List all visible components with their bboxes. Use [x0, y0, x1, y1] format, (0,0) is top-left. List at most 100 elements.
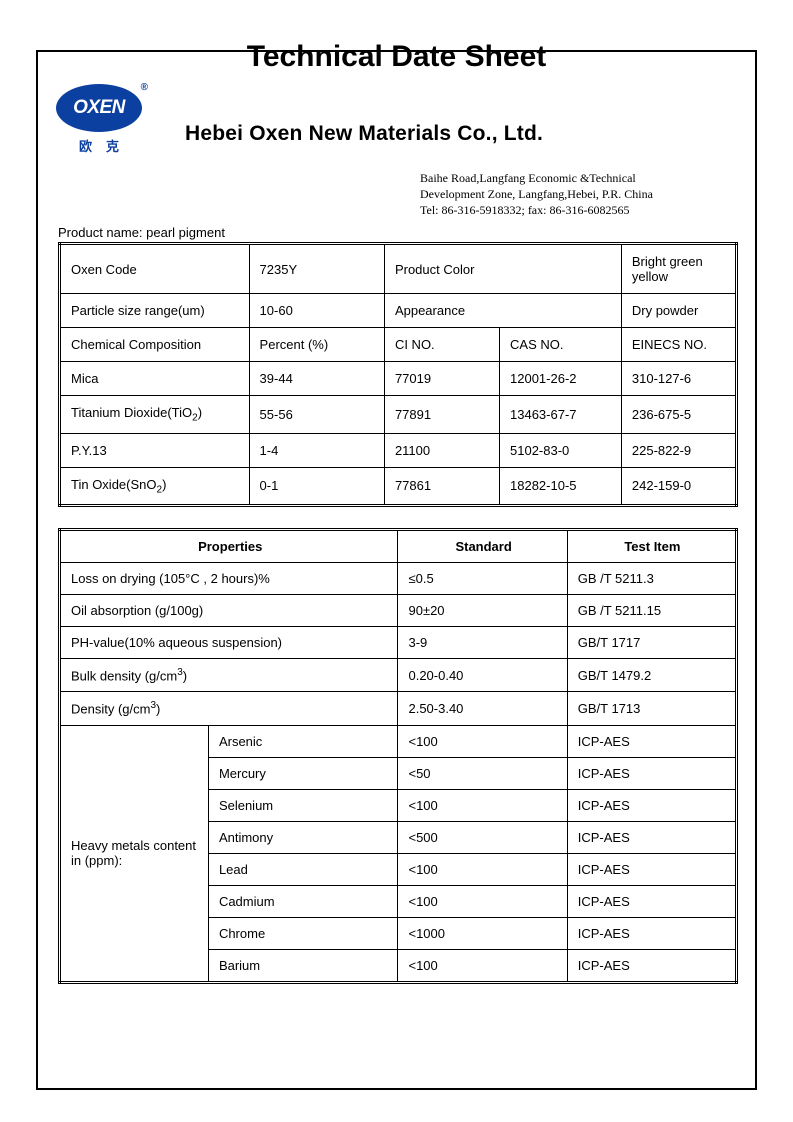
- address-line: Development Zone, Langfang,Hebei, P.R. C…: [420, 186, 740, 202]
- cell: 21100: [384, 433, 499, 467]
- cell: 10-60: [249, 294, 384, 328]
- cell: Barium: [208, 949, 398, 982]
- cell: 77861: [384, 467, 499, 506]
- cell: Selenium: [208, 789, 398, 821]
- cell: 39-44: [249, 362, 384, 396]
- cell: <100: [398, 885, 567, 917]
- properties-table: Properties Standard Test Item Loss on dr…: [58, 528, 738, 984]
- cell: Heavy metals content in (ppm):: [60, 725, 209, 982]
- cell: Particle size range(um): [60, 294, 250, 328]
- table-row: PH-value(10% aqueous suspension) 3-9 GB/…: [60, 627, 737, 659]
- cell: <1000: [398, 917, 567, 949]
- cell: 77891: [384, 396, 499, 434]
- logo: ® OXEN 欧克: [54, 84, 144, 155]
- cell: ICP-AES: [567, 853, 736, 885]
- cell: ≤0.5: [398, 563, 567, 595]
- cell: GB /T 5211.15: [567, 595, 736, 627]
- cell: Bright green yellow: [621, 244, 736, 294]
- cell: Arsenic: [208, 725, 398, 757]
- cell: Density (g/cm3): [60, 692, 398, 725]
- company-name: Hebei Oxen New Materials Co., Ltd.: [185, 122, 543, 146]
- cell: Mica: [60, 362, 250, 396]
- cell: 2.50-3.40: [398, 692, 567, 725]
- cell: Bulk density (g/cm3): [60, 659, 398, 692]
- table-row: P.Y.13 1-4 21100 5102-83-0 225-822-9: [60, 433, 737, 467]
- cell: <100: [398, 789, 567, 821]
- cell: Titanium Dioxide(TiO2): [60, 396, 250, 434]
- table-row: Tin Oxide(SnO2) 0-1 77861 18282-10-5 242…: [60, 467, 737, 506]
- cell: Chrome: [208, 917, 398, 949]
- cell: 5102-83-0: [500, 433, 622, 467]
- cell: 310-127-6: [621, 362, 736, 396]
- logo-text: OXEN: [73, 97, 125, 119]
- cell: 90±20: [398, 595, 567, 627]
- cell: CI NO.: [384, 328, 499, 362]
- cell: Appearance: [384, 294, 621, 328]
- table-row: Heavy metals content in (ppm): Arsenic <…: [60, 725, 737, 757]
- cell: 77019: [384, 362, 499, 396]
- header-cell: Test Item: [567, 530, 736, 563]
- logo-cn: 欧克: [54, 136, 144, 155]
- cell: ICP-AES: [567, 725, 736, 757]
- cell: 236-675-5: [621, 396, 736, 434]
- cell: ICP-AES: [567, 789, 736, 821]
- cell: GB/T 1713: [567, 692, 736, 725]
- cell: ICP-AES: [567, 917, 736, 949]
- cell: Oxen Code: [60, 244, 250, 294]
- cell: Oil absorption (g/100g): [60, 595, 398, 627]
- cell: Mercury: [208, 757, 398, 789]
- cell: 1-4: [249, 433, 384, 467]
- info-table: Oxen Code 7235Y Product Color Bright gre…: [58, 242, 738, 507]
- cell: 12001-26-2: [500, 362, 622, 396]
- table-row: Loss on drying (105°C , 2 hours)% ≤0.5 G…: [60, 563, 737, 595]
- table-row: Density (g/cm3) 2.50-3.40 GB/T 1713: [60, 692, 737, 725]
- table-row: Oil absorption (g/100g) 90±20 GB /T 5211…: [60, 595, 737, 627]
- table-row: Titanium Dioxide(TiO2) 55-56 77891 13463…: [60, 396, 737, 434]
- cell: Product Color: [384, 244, 621, 294]
- cell: Cadmium: [208, 885, 398, 917]
- cell: <100: [398, 725, 567, 757]
- logo-oval-icon: OXEN: [56, 84, 142, 132]
- cell: PH-value(10% aqueous suspension): [60, 627, 398, 659]
- address-block: Baihe Road,Langfang Economic &Technical …: [420, 170, 740, 219]
- cell: GB /T 5211.3: [567, 563, 736, 595]
- cell: CAS NO.: [500, 328, 622, 362]
- cell: ICP-AES: [567, 821, 736, 853]
- table-row: Particle size range(um) 10-60 Appearance…: [60, 294, 737, 328]
- table-row: Oxen Code 7235Y Product Color Bright gre…: [60, 244, 737, 294]
- cell: 3-9: [398, 627, 567, 659]
- cell: ICP-AES: [567, 757, 736, 789]
- cell: <50: [398, 757, 567, 789]
- cell: <500: [398, 821, 567, 853]
- address-line: Baihe Road,Langfang Economic &Technical: [420, 170, 740, 186]
- cell: Lead: [208, 853, 398, 885]
- cell: 55-56: [249, 396, 384, 434]
- cell: 13463-67-7: [500, 396, 622, 434]
- cell: GB/T 1479.2: [567, 659, 736, 692]
- table-row: Properties Standard Test Item: [60, 530, 737, 563]
- cell: Chemical Composition: [60, 328, 250, 362]
- cell: Loss on drying (105°C , 2 hours)%: [60, 563, 398, 595]
- cell: 7235Y: [249, 244, 384, 294]
- cell: P.Y.13: [60, 433, 250, 467]
- cell: 18282-10-5: [500, 467, 622, 506]
- cell: Tin Oxide(SnO2): [60, 467, 250, 506]
- cell: Antimony: [208, 821, 398, 853]
- header-cell: Properties: [60, 530, 398, 563]
- cell: 242-159-0: [621, 467, 736, 506]
- table-row: Mica 39-44 77019 12001-26-2 310-127-6: [60, 362, 737, 396]
- header-cell: Standard: [398, 530, 567, 563]
- table-row: Chemical Composition Percent (%) CI NO. …: [60, 328, 737, 362]
- cell: <100: [398, 949, 567, 982]
- cell: Dry powder: [621, 294, 736, 328]
- cell: 0-1: [249, 467, 384, 506]
- cell: Percent (%): [249, 328, 384, 362]
- table-row: Bulk density (g/cm3) 0.20-0.40 GB/T 1479…: [60, 659, 737, 692]
- address-line: Tel: 86-316-5918332; fax: 86-316-6082565: [420, 202, 740, 218]
- cell: ICP-AES: [567, 949, 736, 982]
- cell: <100: [398, 853, 567, 885]
- cell: 225-822-9: [621, 433, 736, 467]
- cell: GB/T 1717: [567, 627, 736, 659]
- registered-icon: ®: [141, 82, 148, 93]
- cell: 0.20-0.40: [398, 659, 567, 692]
